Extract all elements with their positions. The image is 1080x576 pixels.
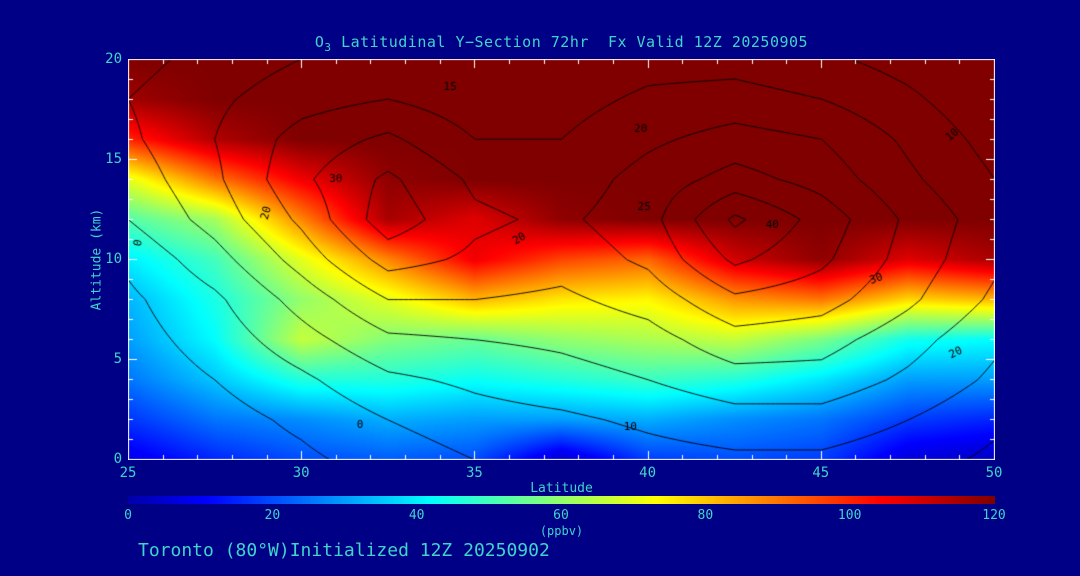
contour-plot-canvas	[128, 59, 995, 460]
colorbar-tick-label: 20	[264, 508, 281, 523]
x-tick-label: 25	[119, 465, 137, 481]
colorbar-tick-label: 0	[124, 508, 132, 523]
x-tick-label: 45	[812, 465, 830, 481]
title-text: Latitudinal Y−Section 72hr Fx Valid 12Z …	[331, 33, 809, 51]
x-axis-label: Latitude	[530, 481, 593, 496]
y-tick-label: 10	[105, 251, 122, 267]
colorbar-tick-label: 80	[697, 508, 714, 523]
x-tick-label: 30	[292, 465, 310, 481]
colorbar	[128, 496, 995, 504]
chart-title: O3 Latitudinal Y−Section 72hr Fx Valid 1…	[128, 33, 995, 54]
title-species: O	[314, 33, 325, 51]
y-tick-label: 0	[113, 451, 122, 467]
y-tick-label: 15	[105, 151, 122, 167]
colorbar-units-label: (ppbv)	[539, 524, 584, 538]
colorbar-tick-label: 60	[553, 508, 569, 523]
footer-run-info: Toronto (80°W)Initialized 12Z 20250902	[138, 540, 550, 561]
colorbar-tick-label: 120	[982, 508, 1006, 523]
colorbar-tick-label: 40	[408, 508, 425, 523]
colorbar-tick-label: 100	[837, 508, 862, 523]
y-tick-label: 20	[105, 51, 122, 67]
x-tick-label: 35	[465, 465, 483, 481]
title-species-subscript: 3	[324, 41, 332, 54]
x-tick-label: 40	[639, 465, 657, 481]
x-tick-label: 50	[985, 465, 1003, 481]
y-tick-label: 5	[113, 351, 122, 367]
